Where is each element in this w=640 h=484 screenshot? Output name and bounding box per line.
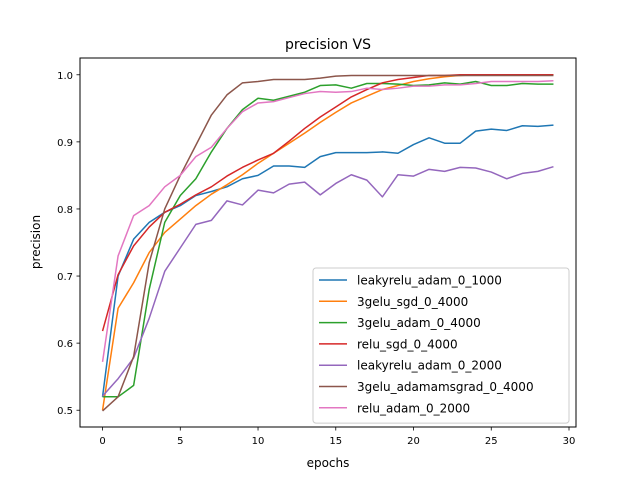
legend-label: relu_adam_0_2000: [357, 401, 470, 415]
legend-box: [312, 267, 570, 424]
legend-label: 3gelu_adam_0_4000: [357, 316, 481, 330]
y-tick-label: 0.8: [57, 205, 73, 216]
x-axis-label: epochs: [307, 456, 350, 470]
series-line-6: [101, 80, 554, 363]
x-tick-label: 10: [252, 436, 265, 447]
x-tick-label: 20: [407, 436, 420, 447]
x-tick-label: 15: [329, 436, 342, 447]
axes-frame: [79, 57, 577, 428]
x-axis-ticks: 0 5 10 15 20 25 30: [99, 427, 575, 447]
legend: leakyrelu_adam_0_1000 3gelu_sgd_0_4000 3ge…: [312, 267, 570, 424]
x-tick-label: 30: [563, 436, 576, 447]
series-line-5: [102, 74, 554, 412]
y-axis-label: precision: [29, 215, 43, 269]
y-tick-label: 0.6: [57, 339, 73, 350]
legend-label: 3gelu_adamamsgrad_0_4000: [357, 380, 534, 394]
series-line-0: [101, 124, 554, 397]
y-tick-label: 0.9: [57, 138, 73, 149]
y-tick-label: 0.5: [57, 406, 73, 417]
legend-label: leakyrelu_adam_0_2000: [357, 359, 502, 373]
series-line-4: [101, 165, 554, 397]
legend-label: leakyrelu_adam_0_1000: [357, 274, 502, 288]
chart-title: precision VS: [285, 37, 371, 53]
y-tick-label: 0.7: [57, 272, 73, 283]
legend-label: relu_sgd_0_4000: [357, 337, 458, 351]
y-axis-ticks: 0.5 0.6 0.7 0.8 0.9 1.0: [57, 71, 80, 417]
x-tick-label: 25: [485, 436, 498, 447]
y-tick-label: 1.0: [57, 71, 73, 82]
legend-label: 3gelu_sgd_0_4000: [357, 295, 468, 309]
plot-lines: [101, 74, 554, 412]
series-line-2: [102, 80, 554, 398]
x-tick-label: 0: [99, 436, 105, 447]
x-tick-label: 5: [177, 436, 183, 447]
